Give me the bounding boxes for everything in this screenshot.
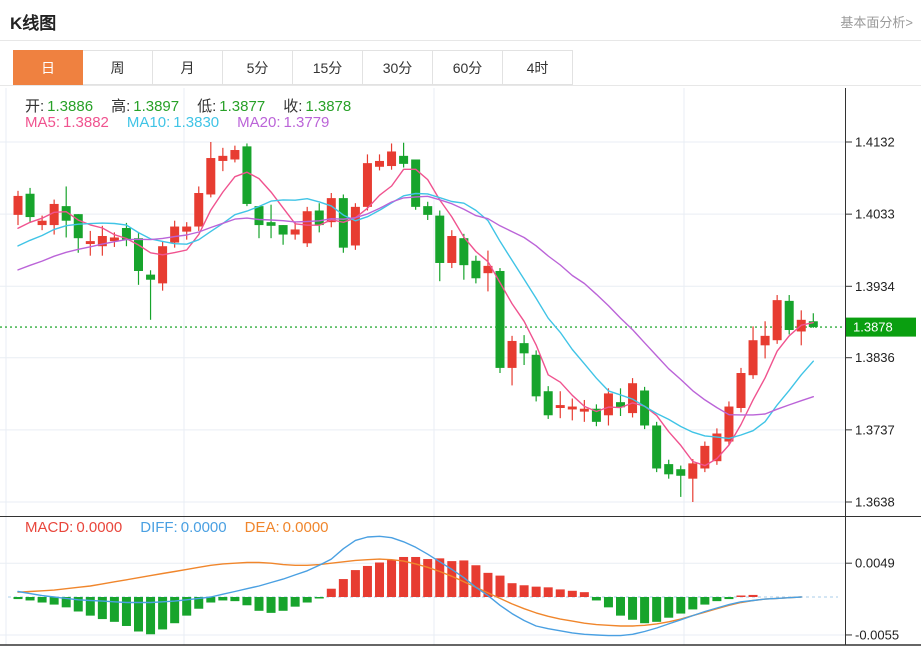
page-header: K线图 基本面分析> [0,0,921,41]
svg-text:1.4033: 1.4033 [855,207,895,222]
svg-text:1.3836: 1.3836 [855,350,895,365]
ma20-line [17,195,814,416]
kline-chart-area[interactable]: 1.4132 1.4033 1.3934 1.3836 1.3737 1.3638 0.00… [0,88,921,649]
current-price-badge: 1.3878 [846,317,916,337]
tab-周[interactable]: 周 [83,50,153,85]
svg-text:-0.0055: -0.0055 [855,627,899,642]
svg-text:0.0049: 0.0049 [855,556,895,571]
svg-text:1.3638: 1.3638 [855,495,895,510]
candles-layer [13,142,818,502]
dea-line [17,558,802,627]
tab-15分[interactable]: 15分 [293,50,363,85]
timeframe-tabbar: 日周月 5分 15分 30分 60分 4时 [13,50,573,85]
price-axis-labels: 1.4132 1.4033 1.3934 1.3836 1.3737 1.3638 0.00… [845,135,899,642]
tab-月[interactable]: 月 [153,50,223,85]
panel-borders [0,88,921,646]
tab-日[interactable]: 日 [13,50,83,85]
macd-histogram [13,556,758,635]
svg-text:1.4132: 1.4132 [855,135,895,150]
kline-chart-svg[interactable]: 1.4132 1.4033 1.3934 1.3836 1.3737 1.3638 0.00… [0,88,921,649]
tab-30分[interactable]: 30分 [363,50,433,85]
gridlines [0,88,846,645]
tab-4时[interactable]: 4时 [503,50,573,85]
page-title: K线图 [10,14,57,33]
ma10-line [17,192,814,440]
tabbar-underline [0,85,921,86]
diff-line [17,535,802,637]
ma5-line [17,168,814,467]
svg-text:1.3878: 1.3878 [853,320,893,335]
svg-text:1.3737: 1.3737 [855,422,895,437]
fundamental-analysis-link[interactable]: 基本面分析> [840,15,913,30]
tab-60分[interactable]: 60分 [433,50,503,85]
svg-text:1.3934: 1.3934 [855,279,895,294]
tab-5分[interactable]: 5分 [223,50,293,85]
